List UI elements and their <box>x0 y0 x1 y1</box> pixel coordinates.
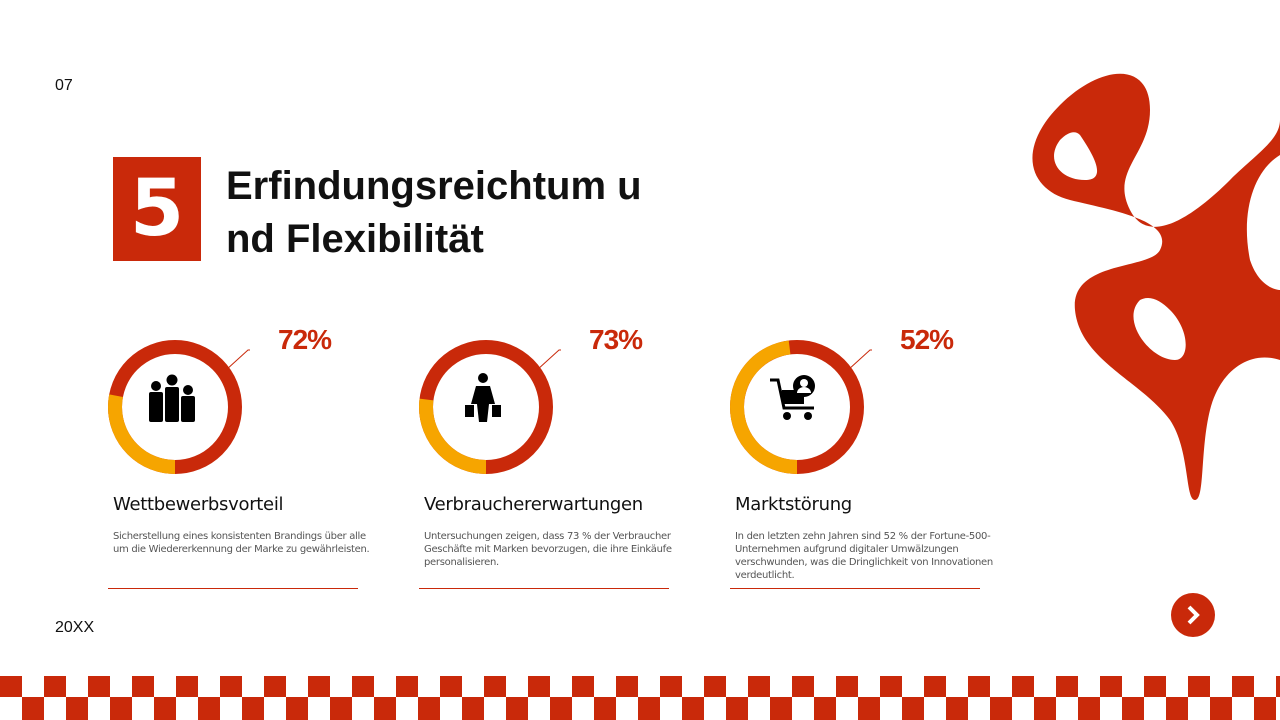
checker-square <box>176 676 198 697</box>
page-number: 07 <box>55 77 73 94</box>
checker-square <box>1100 676 1122 697</box>
checker-square <box>814 697 836 720</box>
divider <box>730 588 980 589</box>
checker-square <box>1188 676 1210 697</box>
percent-label: 72% <box>278 324 332 355</box>
leader-line <box>536 349 561 371</box>
checker-square <box>154 697 176 720</box>
checker-square <box>1144 676 1166 697</box>
checker-square <box>990 697 1012 720</box>
checker-square <box>506 697 528 720</box>
donut-ring-remaining <box>730 340 864 474</box>
checker-square <box>1012 676 1034 697</box>
section-number-badge: 5 <box>113 157 201 261</box>
checker-square <box>1166 697 1188 720</box>
checker-square <box>1034 697 1056 720</box>
shopping-cart-user-icon <box>770 375 815 420</box>
checker-square <box>1276 676 1280 697</box>
checker-square <box>88 676 110 697</box>
checker-square <box>748 676 770 697</box>
checker-square <box>132 676 154 697</box>
checker-square <box>1078 697 1100 720</box>
next-slide-button[interactable] <box>1171 593 1215 637</box>
checker-square <box>902 697 924 720</box>
decorative-blob <box>1032 73 1280 500</box>
checker-square <box>770 697 792 720</box>
checker-square <box>220 676 242 697</box>
checker-square <box>704 676 726 697</box>
slide-title: Erfindungsreichtum und Flexibilität <box>226 164 642 261</box>
checker-square <box>374 697 396 720</box>
leader-line <box>847 349 872 371</box>
checker-square <box>638 697 660 720</box>
checker-square <box>924 676 946 697</box>
donut-chart <box>108 340 250 474</box>
checker-square <box>330 697 352 720</box>
leader-line <box>225 349 250 371</box>
checker-square <box>22 697 44 720</box>
divider <box>419 588 669 589</box>
checker-square <box>484 676 506 697</box>
checker-square <box>594 697 616 720</box>
donut-ring-remaining <box>419 340 553 474</box>
checker-square <box>616 676 638 697</box>
checker-square <box>1056 676 1078 697</box>
divider <box>108 588 358 589</box>
donut-ring-remaining <box>108 340 242 474</box>
checker-square <box>946 697 968 720</box>
checker-square <box>836 676 858 697</box>
checker-square <box>1232 676 1254 697</box>
stat-card: 72% Wettbewerbsvorteil Sicherstellung ei… <box>108 320 370 590</box>
checker-square <box>726 697 748 720</box>
percent-label: 73% <box>589 324 643 355</box>
checker-square <box>66 697 88 720</box>
stat-card: 52% Marktstörung In den letzten zehn Jah… <box>730 320 993 590</box>
checker-square <box>1210 697 1232 720</box>
card-description: Untersuchungen zeigen, dass 73 % der Ver… <box>424 531 672 568</box>
card-description: Sicherstellung eines konsistenten Brandi… <box>113 531 370 555</box>
checker-square <box>858 697 880 720</box>
checker-square <box>880 676 902 697</box>
donut-chart <box>730 340 872 474</box>
chevron-right-icon <box>1187 605 1200 625</box>
checker-square <box>286 697 308 720</box>
checker-square <box>1254 697 1276 720</box>
checkered-border <box>0 676 1280 720</box>
stat-card: 73% Verbrauchererwartungen Untersuchunge… <box>419 320 679 590</box>
card-description: In den letzten zehn Jahren sind 52 % der… <box>735 531 993 581</box>
card-title: Wettbewerbsvorteil <box>113 494 284 515</box>
checker-square <box>198 697 220 720</box>
checker-square <box>264 676 286 697</box>
checker-square <box>528 676 550 697</box>
checker-square <box>1122 697 1144 720</box>
percent-label: 52% <box>900 324 954 355</box>
checker-square <box>440 676 462 697</box>
checker-square <box>418 697 440 720</box>
checker-square <box>572 676 594 697</box>
shopper-bags-icon <box>465 373 501 422</box>
checker-square <box>352 676 374 697</box>
checker-square <box>660 676 682 697</box>
card-title: Marktstörung <box>735 494 852 515</box>
checker-square <box>44 676 66 697</box>
checker-square <box>792 676 814 697</box>
checker-square <box>308 676 330 697</box>
footer-year: 20XX <box>55 619 95 636</box>
checker-square <box>242 697 264 720</box>
checker-square <box>0 676 22 697</box>
checker-square <box>550 697 572 720</box>
checker-square <box>968 676 990 697</box>
checker-square <box>682 697 704 720</box>
people-group-icon <box>149 374 195 422</box>
card-title: Verbrauchererwartungen <box>424 494 643 515</box>
donut-chart <box>419 340 561 474</box>
checker-square <box>462 697 484 720</box>
checker-square <box>396 676 418 697</box>
checker-square <box>110 697 132 720</box>
